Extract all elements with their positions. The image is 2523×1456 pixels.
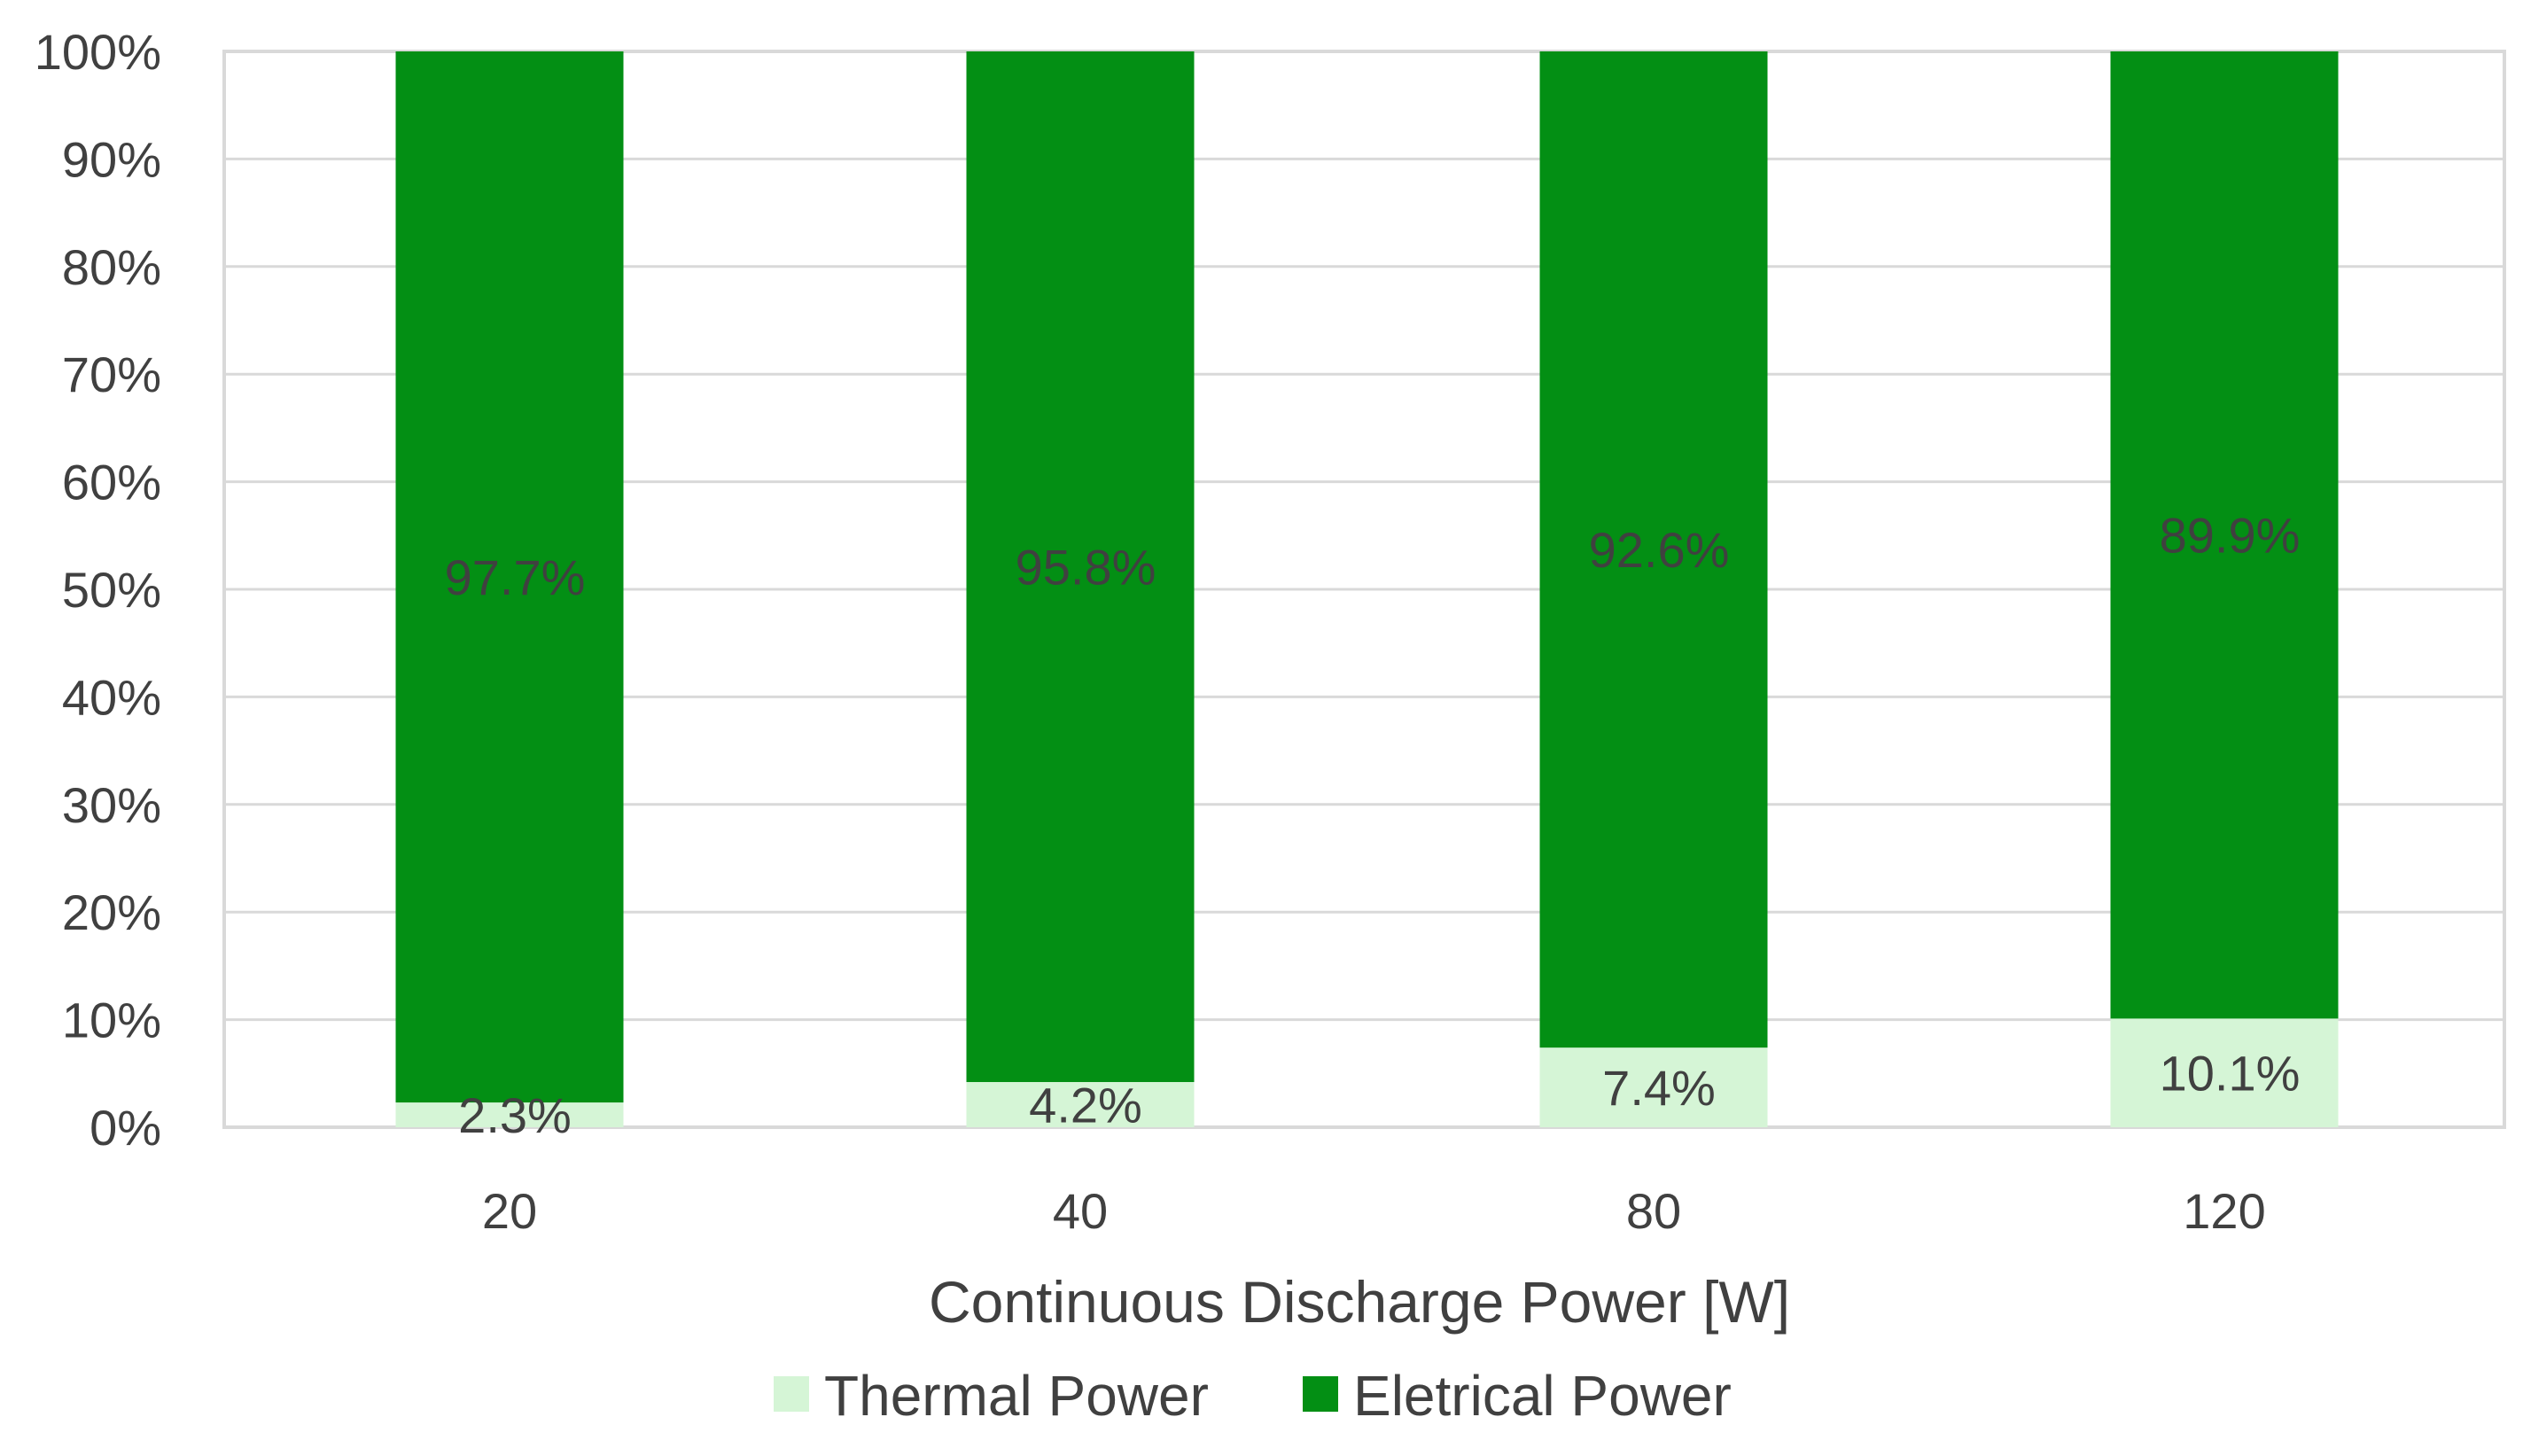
legend-swatch — [1303, 1376, 1338, 1412]
legend-swatch — [774, 1376, 809, 1412]
y-tick-label: 70% — [62, 346, 161, 402]
bar-segment-thermal — [966, 1082, 1195, 1127]
bar-segment-electrical — [395, 51, 624, 1103]
data-labels: 2.3% 97.7% 4.2% 95.8% 7.4% 92.6% 10.1% 89.9% — [445, 508, 2301, 1143]
data-label: 2.3% — [458, 1087, 572, 1143]
data-label: 10.1% — [2160, 1046, 2301, 1102]
x-tick-label: 80 — [1626, 1183, 1681, 1239]
bar-segment-electrical — [1539, 51, 1768, 1048]
data-label: 7.4% — [1602, 1060, 1716, 1116]
y-tick-label: 100% — [35, 24, 161, 80]
bar-segment-electrical — [966, 51, 1195, 1083]
y-axis-tick-labels: 0% 10% 20% 30% 40% 50% 60% 70% 80% 90% 100% — [35, 24, 161, 1156]
x-tick-label: 120 — [2183, 1183, 2265, 1239]
bars — [395, 51, 2339, 1127]
data-label: 92.6% — [1589, 522, 1730, 578]
x-axis-tick-labels: 20 40 80 120 — [482, 1183, 2266, 1239]
bar-segment-thermal — [395, 1102, 624, 1127]
y-tick-label: 0% — [90, 1100, 161, 1156]
legend-item-thermal-power: Thermal Power — [774, 1364, 1209, 1428]
y-tick-label: 30% — [62, 777, 161, 833]
bar-segment-electrical — [2110, 51, 2339, 1019]
plot-area-border — [222, 50, 2506, 1129]
y-tick-label: 10% — [62, 993, 161, 1048]
y-tick-label: 60% — [62, 455, 161, 510]
legend-item-electrical-power: Eletrical Power — [1303, 1364, 1732, 1428]
legend-label: Eletrical Power — [1353, 1364, 1732, 1428]
legend-label: Thermal Power — [824, 1364, 1209, 1428]
data-label: 95.8% — [1016, 540, 1156, 596]
y-tick-label: 50% — [62, 562, 161, 618]
bar-segment-thermal — [2110, 1018, 2339, 1127]
y-tick-label: 80% — [62, 239, 161, 295]
bar-segment-thermal — [1539, 1047, 1768, 1127]
x-tick-label: 40 — [1053, 1183, 1108, 1239]
y-tick-label: 90% — [62, 131, 161, 187]
data-label: 97.7% — [445, 549, 586, 605]
data-label: 4.2% — [1029, 1078, 1142, 1133]
x-axis-title: Continuous Discharge Power [W] — [929, 1269, 1790, 1335]
y-tick-label: 20% — [62, 884, 161, 940]
plot-frame — [222, 50, 2506, 1129]
data-label: 89.9% — [2160, 508, 2301, 564]
legend: Thermal Power Eletrical Power — [774, 1364, 1732, 1428]
x-tick-label: 20 — [482, 1183, 537, 1239]
y-tick-label: 40% — [62, 669, 161, 725]
